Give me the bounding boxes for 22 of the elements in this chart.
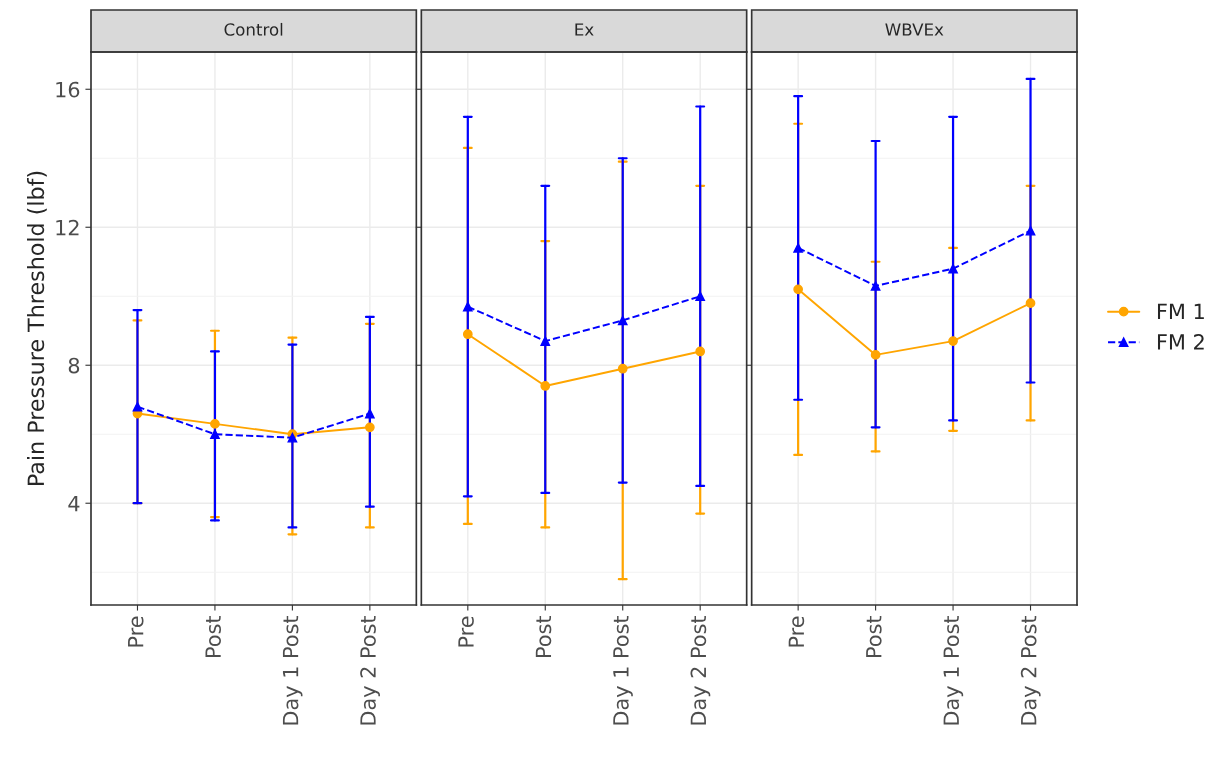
x-tick-label: Day 1 Post [282,615,303,725]
x-tick-label: Day 1 Post [613,615,633,725]
x-tick-label: Post [535,615,552,657]
y-tick-label: 12 [56,219,79,236]
y-axis-title: Pain Pressure Threshold (lbf) [27,171,47,485]
x-tick-label: Pre [458,616,474,647]
x-tick-label: Post [205,615,221,657]
y-tick-label: 16 [56,81,80,98]
chart-title: Ex [575,23,594,36]
y-tick-label: 8 [68,357,80,374]
y-tick-label: 4 [68,495,80,512]
x-tick-label: Post [866,615,882,657]
chart-title: WBVEx [885,23,944,36]
legend-label: FM 2 [1157,334,1204,350]
legend-label: FM 1 [1157,303,1204,319]
x-tick-label: Day 2 Post [360,615,380,725]
x-tick-label: Day 2 Post [690,615,711,725]
x-tick-label: Day 2 Post [1020,615,1041,725]
chart-title: Control [224,22,283,36]
x-tick-label: Day 1 Post [943,615,964,725]
x-tick-label: Pre [788,616,805,647]
x-tick-label: Pre [128,616,144,647]
